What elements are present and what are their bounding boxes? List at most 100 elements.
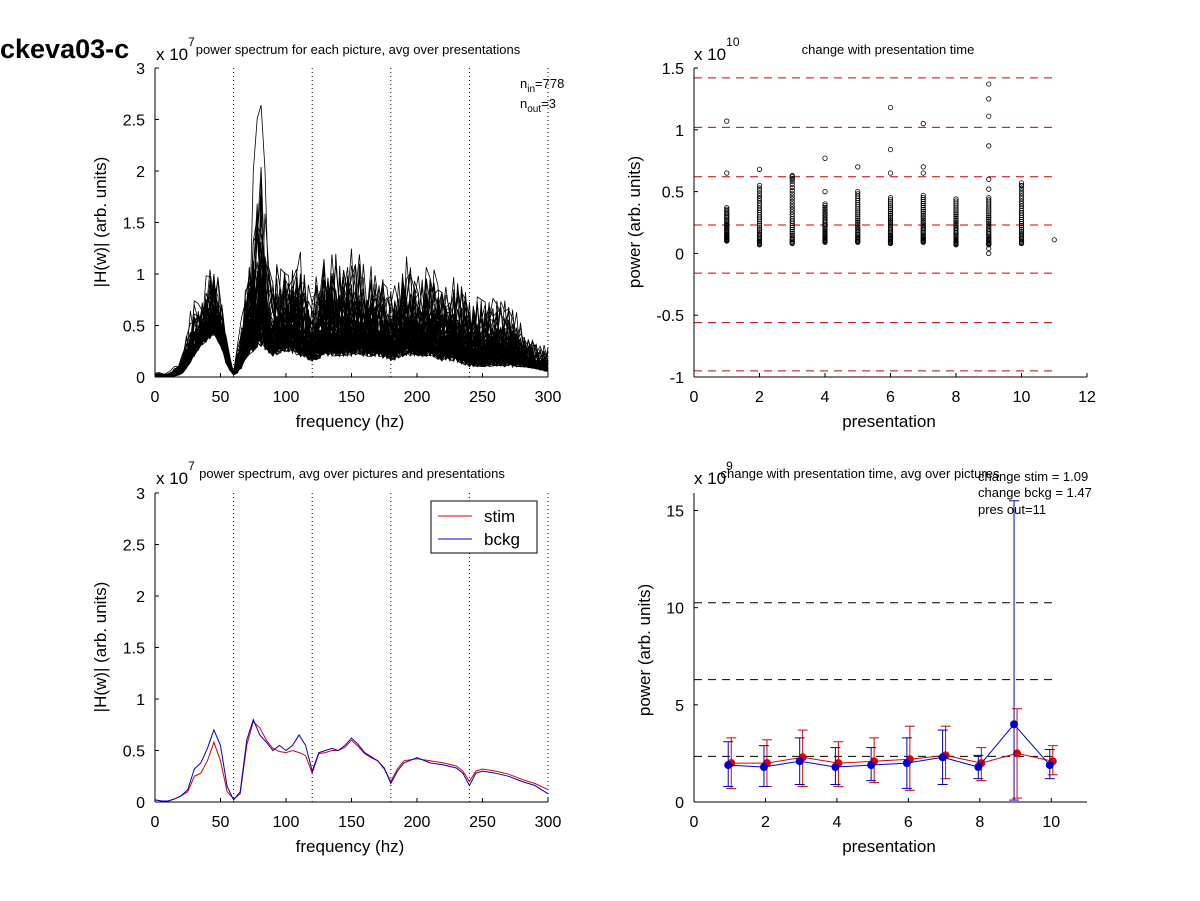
- y-tick-label: 2: [136, 589, 145, 606]
- data-point: [1018, 230, 1025, 236]
- annotation-pres-out: pres out=11: [978, 502, 1046, 517]
- y-tick-label: 1: [136, 267, 145, 284]
- data-point: [724, 208, 730, 214]
- panel-power-spectrum-each-picture: 0 50 100 150 200 250 300 0 0.5 1 1.5 2 2.5 3 power sp…: [91, 35, 564, 431]
- data-point: [789, 211, 795, 217]
- data-point-outlier: [1051, 237, 1057, 243]
- y-tick-label: 3: [136, 486, 145, 503]
- y-axis-label: |H(w)| (arb. units): [91, 157, 110, 288]
- data-point-outlier: [724, 118, 730, 124]
- data-point-outlier: [887, 146, 894, 153]
- data-point: [1018, 185, 1025, 191]
- data-point: [822, 212, 828, 219]
- data-point-outlier: [920, 170, 926, 176]
- data-point-bckg: [724, 761, 733, 770]
- x-tick-label: 12: [1078, 389, 1096, 406]
- data-point: [920, 194, 926, 201]
- data-point: [953, 224, 959, 230]
- y-tick-label: 0: [136, 370, 145, 387]
- data-point: [887, 203, 894, 209]
- x-axis-label: frequency (hz): [296, 837, 405, 856]
- panel-title: change with presentation time: [802, 42, 975, 57]
- data-point: [887, 214, 894, 220]
- data-point: [855, 212, 861, 218]
- data-point: [986, 226, 992, 232]
- data-point-bckg: [867, 761, 876, 770]
- data-point-bckg: [902, 759, 911, 768]
- data-point-outlier: [920, 164, 926, 170]
- y-tick-label: 0.5: [123, 744, 145, 761]
- y-exponent: x 109: [694, 459, 733, 488]
- data-point: [953, 217, 959, 223]
- data-point: [887, 205, 894, 211]
- data-point: [789, 206, 795, 212]
- data-point: [855, 216, 861, 222]
- data-point: [789, 204, 795, 210]
- data-point-bckg: [759, 763, 768, 772]
- spectrum-line: [154, 314, 549, 378]
- data-point: [789, 201, 795, 207]
- data-point-bckg: [1010, 720, 1019, 729]
- y-tick-label: 2.5: [123, 113, 145, 130]
- data-point-outlier: [789, 176, 795, 182]
- data-point: [855, 214, 861, 220]
- data-point-outlier: [920, 121, 926, 127]
- data-point: [855, 224, 861, 230]
- data-point: [1018, 201, 1025, 207]
- data-point: [1018, 193, 1025, 199]
- panel-title: change with presentation time, avg over …: [721, 466, 1000, 481]
- data-point-bckg: [938, 753, 947, 762]
- data-point-outlier: [1018, 182, 1025, 189]
- y-tick-label: 1: [675, 123, 684, 140]
- y-exponent: x 107: [156, 459, 195, 488]
- data-point: [1018, 203, 1025, 209]
- data-point: [887, 197, 894, 203]
- data-point: [855, 210, 861, 216]
- y-tick-label: 3: [136, 61, 145, 78]
- y-tick-label: 15: [666, 503, 684, 520]
- y-tick-label: 1: [136, 692, 145, 709]
- data-point: [920, 208, 926, 214]
- data-point: [920, 222, 926, 228]
- data-point: [789, 234, 795, 240]
- annotation-change-bckg: change bckg = 1.47: [978, 485, 1092, 500]
- data-point: [789, 232, 795, 238]
- data-point: [920, 210, 926, 216]
- x-tick-label: 300: [535, 389, 562, 406]
- data-point-outlier: [822, 155, 828, 161]
- data-point: [822, 208, 828, 214]
- data-point: [855, 221, 861, 227]
- data-point: [986, 197, 992, 203]
- y-tick-label: 2: [136, 164, 145, 181]
- y-tick-label: 0: [136, 795, 145, 812]
- data-point: [855, 226, 861, 232]
- data-point: [953, 196, 959, 202]
- data-point: [789, 181, 795, 188]
- data-point-stim: [1013, 749, 1022, 758]
- data-point: [920, 214, 926, 220]
- y-exponent: x 107: [156, 35, 195, 64]
- series-line-stim: [154, 720, 549, 802]
- x-tick-label: 50: [212, 389, 230, 406]
- data-point: [756, 231, 763, 237]
- data-point: [724, 205, 730, 211]
- data-point: [756, 228, 763, 234]
- x-tick-label: 250: [469, 814, 496, 831]
- data-point: [986, 195, 992, 201]
- spectrum-line: [154, 190, 549, 378]
- data-point: [953, 198, 959, 204]
- data-point: [855, 223, 861, 229]
- data-point: [953, 210, 959, 216]
- n-in-annotation: nin=778: [520, 76, 564, 95]
- data-point: [986, 216, 992, 222]
- data-point: [953, 222, 959, 228]
- x-tick-label: 100: [273, 814, 300, 831]
- data-point: [887, 195, 894, 201]
- panel-change-with-presentation-time: 0 2 4 6 8 10 12 -1 -0.5 0 0.5 1 1.5 change with pres…: [625, 35, 1096, 431]
- data-point: [855, 189, 861, 195]
- data-point-outlier: [822, 189, 828, 195]
- data-point: [724, 206, 730, 212]
- y-tick-label: 5: [675, 698, 684, 715]
- x-tick-label: 100: [273, 389, 300, 406]
- x-tick-label: 2: [755, 389, 764, 406]
